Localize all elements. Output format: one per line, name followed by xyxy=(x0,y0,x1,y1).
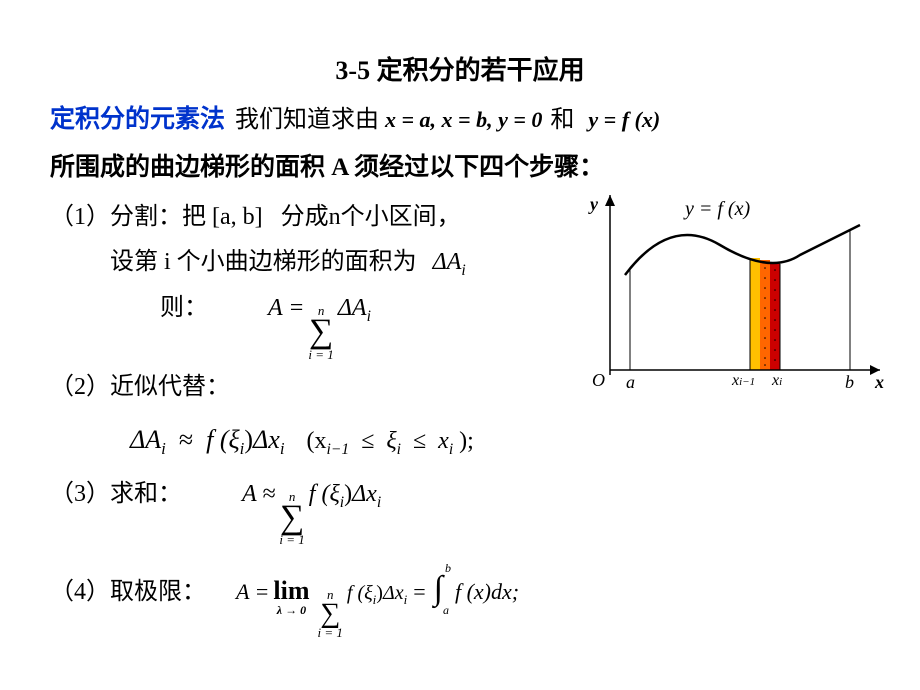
step4-label: （4）取极限： xyxy=(50,572,206,613)
strip-red xyxy=(770,263,780,370)
graph-figure: y x O a b y = f (x) xi−1 xi xyxy=(610,200,900,410)
b-label: b xyxy=(845,372,854,393)
origin-label: O xyxy=(592,370,605,391)
A-approx: A ≈ xyxy=(242,474,275,515)
sigma-2: n ∑ i = 1 xyxy=(279,490,304,547)
step1-tail: 分成n个小区间， xyxy=(281,197,461,238)
equals-2: = xyxy=(413,573,425,610)
and-text: 和 xyxy=(550,100,574,141)
step1-label: （1）分割：把 xyxy=(50,197,206,238)
page-title: 3-5 定积分的若干应用 xyxy=(50,50,870,87)
sum-term: f (ξi)Δxi xyxy=(347,576,407,611)
interval-ab: [a, b] xyxy=(212,197,263,238)
xi-1-label: xi−1 xyxy=(732,372,755,390)
step2-formula: ΔAi ≈ f (ξi)Δxi (xi−1 ≤ ξi ≤ xi ); xyxy=(50,418,870,464)
sigma-3: n ∑ i = 1 xyxy=(318,588,343,639)
strip-yellow xyxy=(750,258,760,370)
intro-line: 定积分的元素法 我们知道求由 x = a, x = b, y = 0 和 y =… xyxy=(50,99,870,141)
xi-label: xi xyxy=(772,372,782,390)
step3-row: （3）求和： A ≈ n ∑ i = 1 f (ξi)Δxi xyxy=(50,474,870,547)
then-text: 则： xyxy=(160,288,208,329)
integrand: f (x)dx; xyxy=(455,573,519,610)
x-axis-label: x xyxy=(875,372,884,393)
we-know-text: 我们知道求由 xyxy=(235,100,379,141)
sigma-1: n ∑ i = 1 xyxy=(308,304,333,361)
element-method-heading: 定积分的元素法 xyxy=(50,99,225,135)
A-eq-lim: A = xyxy=(236,573,269,610)
a-label: a xyxy=(626,372,635,393)
steps-intro: 所围成的曲边梯形的面积 A 须经过以下四个步骤： xyxy=(50,147,870,190)
curve-label: y = f (x) xyxy=(685,198,750,221)
f-xi-dx: f (ξi)Δxi xyxy=(309,474,381,516)
lim-block: lim λ → 0 xyxy=(273,578,309,616)
step4-row: （4）取极限： A = lim λ → 0 n ∑ i = 1 f (ξi)Δx… xyxy=(50,560,870,639)
y-axis-label: y xyxy=(590,194,598,215)
A-equals: A = xyxy=(268,288,304,329)
delta-Ai-2: ΔAi xyxy=(338,288,371,330)
step1-sub-text: 设第 i 个小曲边梯形的面积为 xyxy=(110,242,417,283)
step3-label: （3）求和： xyxy=(50,474,182,515)
delta-Ai: ΔAi xyxy=(433,242,466,284)
integral-block: ∫ b a xyxy=(434,560,443,618)
equation-set: x = a, x = b, y = 0 xyxy=(385,107,542,133)
curve xyxy=(625,225,860,275)
strip-orange xyxy=(760,260,770,370)
y-equals-fx: y = f (x) xyxy=(588,107,660,133)
